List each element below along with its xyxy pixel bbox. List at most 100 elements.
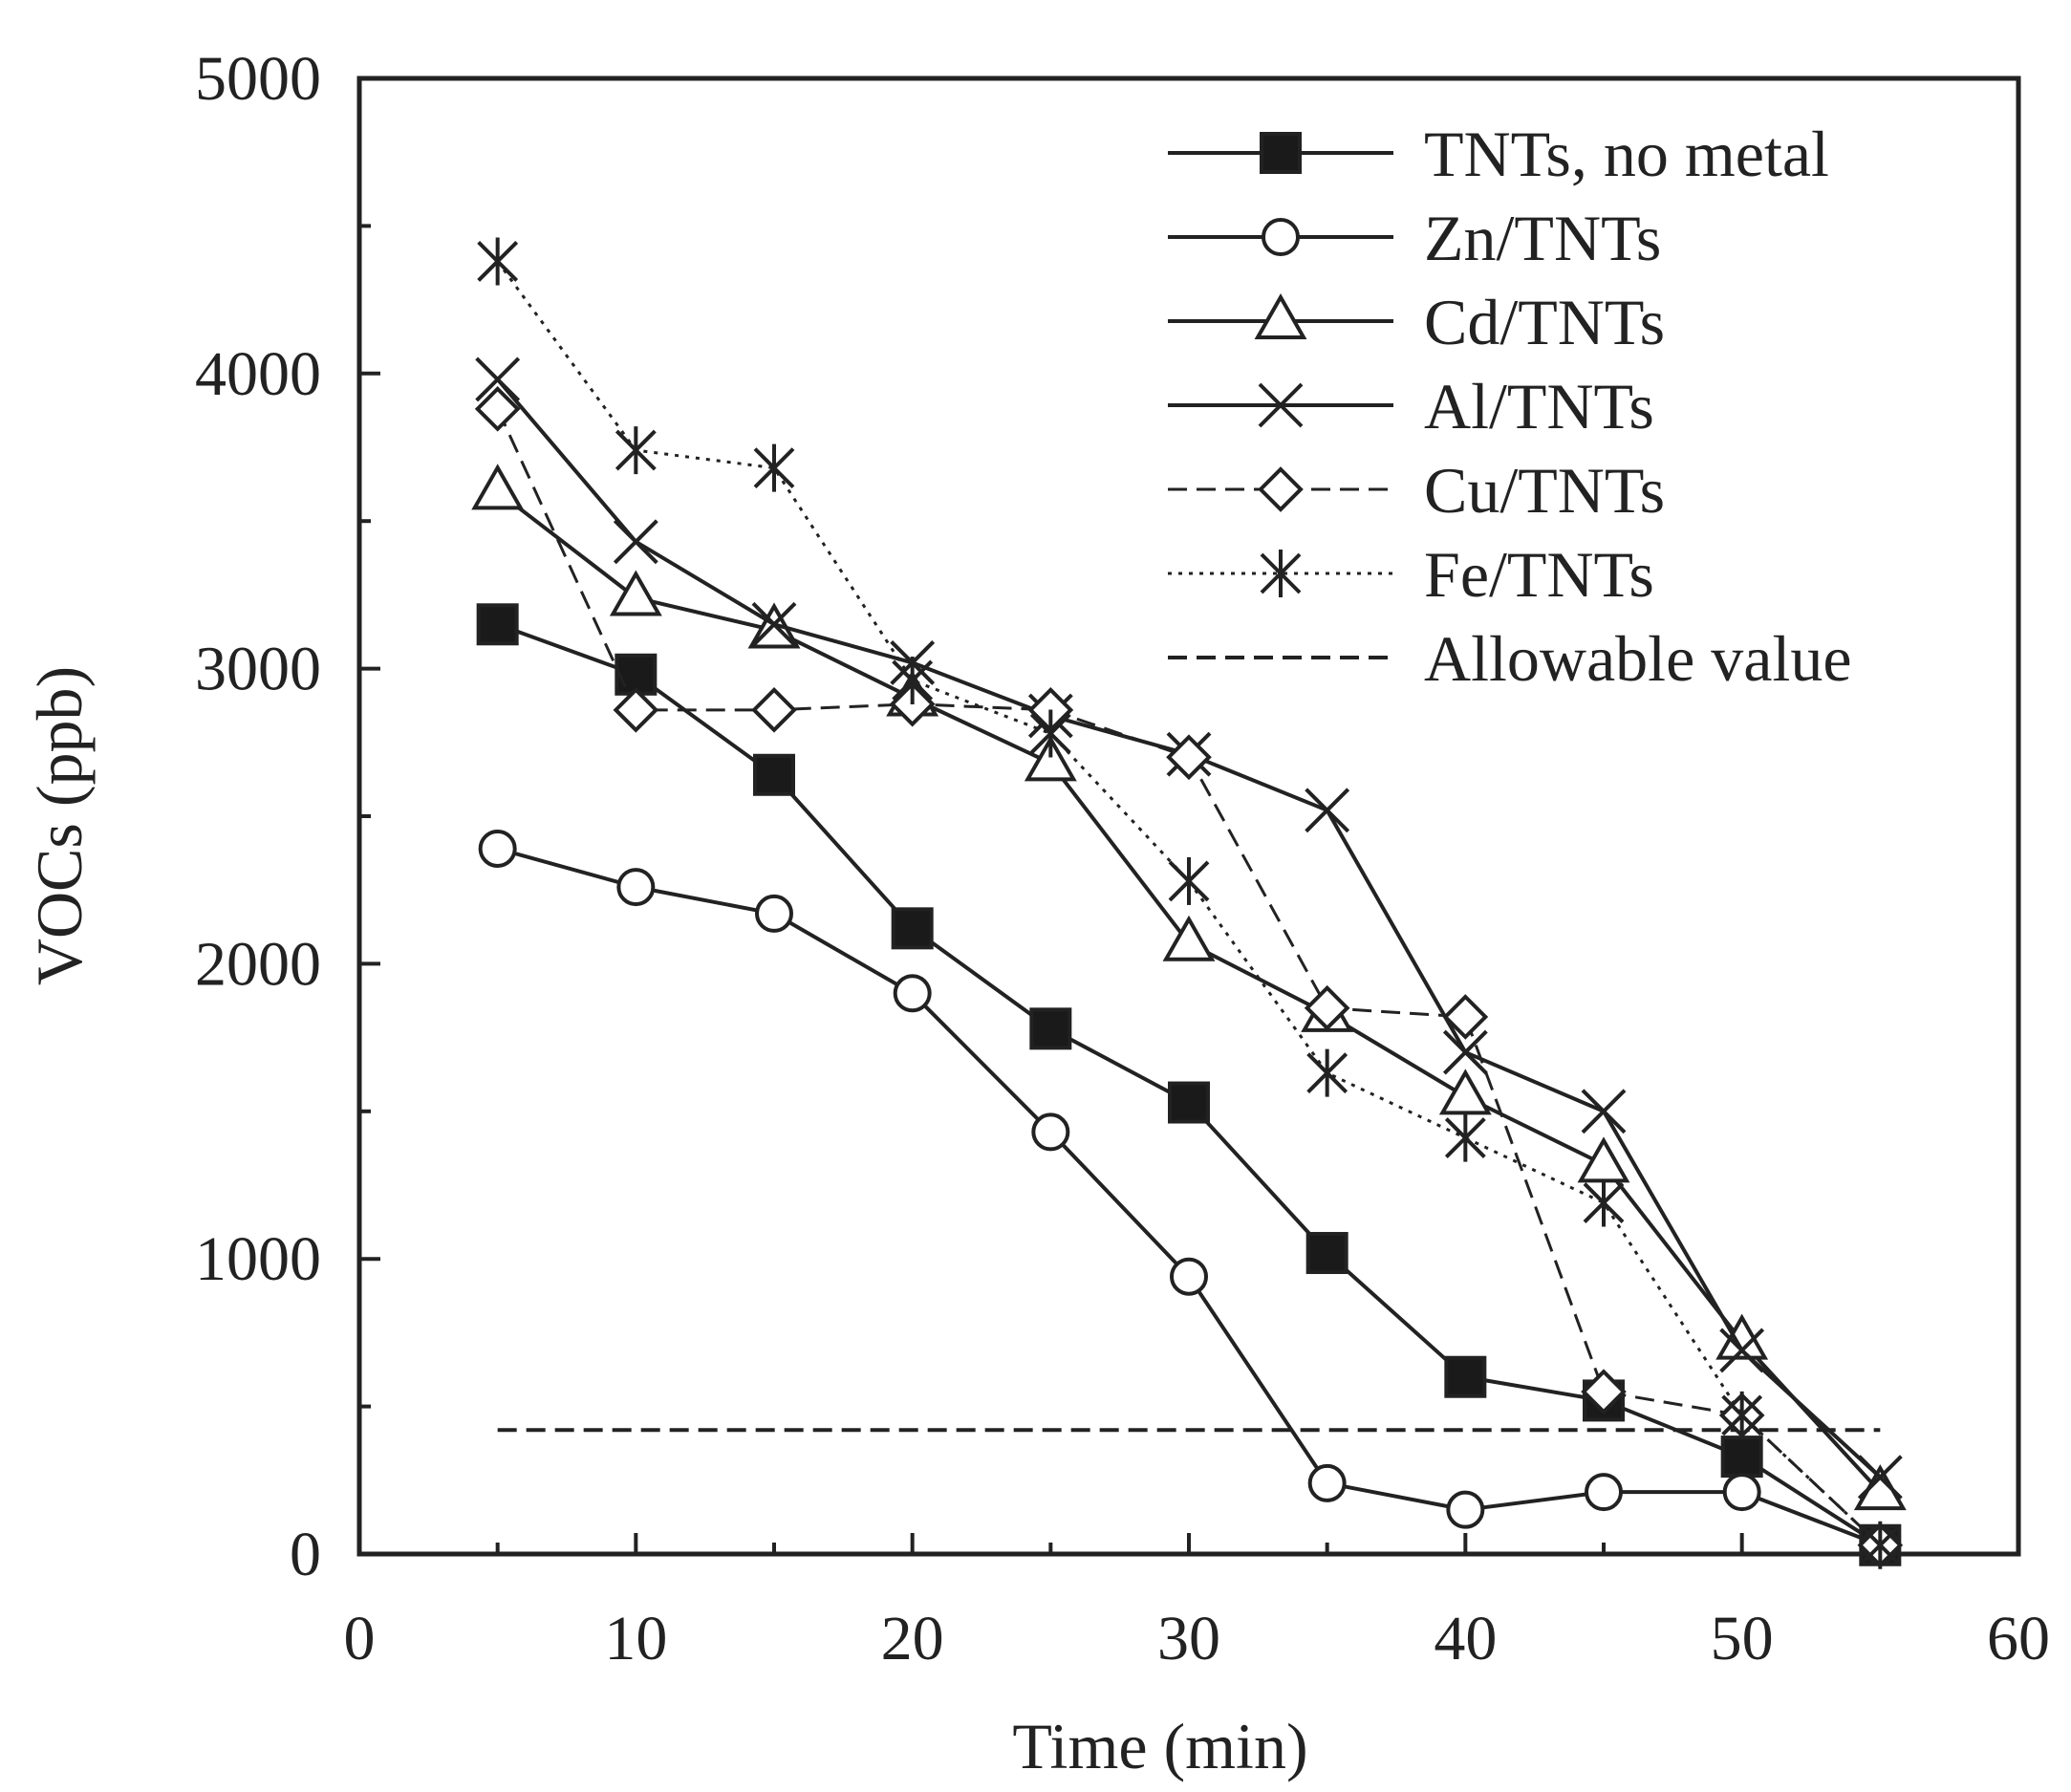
legend-label: Allowable value [1424,622,1852,695]
data-point [753,753,795,796]
y-tick-label: 1000 [195,1224,321,1294]
x-tick-label: 10 [604,1604,667,1673]
open-circle-marker [1307,1463,1347,1502]
legend-marker [1258,466,1304,512]
open-diamond-marker [1258,466,1304,512]
data-point [616,868,656,907]
data-point [1719,1328,1765,1373]
data-point [1162,915,1216,961]
filled-square-marker [1260,132,1302,174]
data-point [1444,1355,1487,1398]
series-zn-tnts [478,829,1900,1565]
open-diamond-marker [613,687,659,733]
data-point [892,656,934,704]
filled-square-marker [1168,1081,1210,1124]
data-point [1857,1455,1903,1501]
data-point [1442,994,1489,1040]
data-point [1304,984,1350,1031]
x-marker-stroke [613,519,658,565]
data-point [891,907,934,950]
open-circle-marker [616,868,656,907]
data-point [1446,1490,1485,1529]
legend-label: Cd/TNTs [1424,286,1665,358]
open-diamond-marker [1166,734,1212,781]
data-point [751,601,797,647]
data-point [751,687,797,733]
x-marker-stroke [1442,1029,1488,1075]
filled-square-marker [1720,1436,1763,1479]
data-point [1721,1391,1763,1439]
data-point [1168,856,1210,905]
data-point [613,687,659,733]
series-cd-tnts [471,464,1907,1511]
data-point [1168,1081,1210,1124]
legend-label: TNTs, no metal [1424,118,1829,190]
x-axis-title: Time (min) [1012,1710,1307,1782]
data-point [1720,1436,1763,1479]
data-point [1305,1232,1348,1275]
data-point [476,603,519,646]
legend-item: Fe/TNTs [1168,538,1654,611]
data-point [1024,735,1077,782]
open-circle-marker [1170,1257,1208,1296]
open-circle-marker [755,894,793,933]
open-circle-marker [893,974,932,1013]
x-marker-stroke [1305,788,1350,833]
data-point [1166,734,1212,781]
open-triangle-marker [1577,1136,1630,1183]
open-circle-marker [1585,1473,1623,1512]
x-tick-label: 0 [344,1604,376,1673]
legend-item: Al/TNTs [1168,370,1654,443]
filled-square-marker [753,753,795,796]
x-marker-stroke [475,356,521,402]
x-tick-label: 40 [1434,1604,1497,1673]
data-point [1444,1113,1486,1162]
x-marker-stroke [1258,382,1304,428]
legend-label: Fe/TNTs [1424,538,1654,611]
filled-square-marker [891,907,934,950]
x-tick-label: 50 [1711,1604,1774,1673]
legend-label: Cu/TNTs [1424,454,1665,527]
open-triangle-marker [1024,735,1077,782]
open-circle-marker [1722,1473,1761,1512]
x-marker-stroke [1719,1328,1765,1373]
series-line [496,408,1882,1546]
open-triangle-marker [1254,292,1307,339]
data-point [1581,1369,1627,1414]
y-tick-label: 3000 [195,635,321,704]
data-point [1581,1089,1627,1134]
data-point [1031,1112,1070,1152]
legend-marker [1254,292,1307,339]
x-tick-label: 60 [1987,1604,2050,1673]
open-triangle-marker [471,464,525,510]
data-point [1306,1048,1348,1097]
data-point [1585,1473,1623,1512]
legend-label: Al/TNTs [1424,370,1654,443]
data-point [474,386,521,432]
data-point [475,356,521,402]
data-point [753,443,795,492]
data-point [1305,788,1350,833]
x-marker-stroke [1581,1089,1627,1134]
open-triangle-marker [609,570,662,616]
open-diamond-marker [1442,994,1489,1040]
data-point [893,974,932,1013]
data-point [471,464,525,510]
y-tick-label: 4000 [195,339,321,409]
y-tick-label: 0 [290,1520,321,1589]
y-axis-title: VOCs (ppb) [23,666,96,985]
data-point [609,570,662,616]
legend-item: Allowable value [1168,622,1852,695]
filled-square-marker [1305,1232,1348,1275]
y-tick-label: 5000 [195,44,321,114]
data-point [755,894,793,933]
legend-item: TNTs, no metal [1168,118,1829,190]
data-point [1029,709,1071,758]
plot-frame [356,76,2021,1557]
data-point [1438,1069,1492,1115]
x-marker-stroke [751,601,797,647]
legend-marker [1262,218,1300,256]
data-point [1029,1007,1072,1050]
data-point [1583,1178,1625,1227]
